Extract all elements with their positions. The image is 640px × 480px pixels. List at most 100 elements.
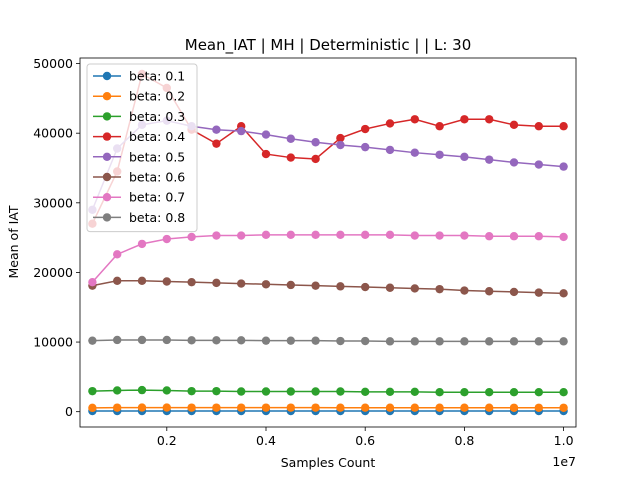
data-point	[460, 231, 469, 240]
data-point	[361, 230, 370, 240]
data-point	[385, 387, 395, 397]
data-point	[212, 278, 221, 288]
data-point	[410, 148, 419, 157]
legend-marker	[102, 132, 112, 141]
data-point	[261, 403, 271, 412]
data-point	[410, 284, 419, 293]
x-tick-label: 0.4	[256, 433, 276, 448]
data-point	[261, 130, 271, 139]
data-point	[237, 387, 246, 396]
data-point	[187, 277, 196, 287]
legend-marker	[102, 152, 112, 161]
data-point	[385, 337, 395, 346]
legend-label: beta: 0.5	[129, 149, 185, 164]
y-tick-label: 0	[65, 404, 73, 419]
legend-marker	[102, 92, 112, 101]
data-point	[311, 387, 320, 396]
y-tick-label: 50000	[33, 56, 73, 71]
series-8	[88, 335, 568, 346]
data-point	[286, 336, 295, 345]
data-point	[212, 139, 221, 148]
data-point	[534, 160, 543, 169]
data-point	[137, 335, 147, 345]
data-point	[485, 387, 494, 397]
data-point	[311, 281, 320, 290]
data-point	[435, 403, 444, 412]
data-point	[361, 403, 370, 412]
data-point	[286, 153, 295, 162]
data-point	[435, 150, 444, 159]
data-point	[559, 162, 568, 171]
data-point	[237, 126, 246, 136]
data-point	[559, 122, 568, 131]
data-point	[113, 276, 122, 285]
data-point	[88, 277, 97, 287]
chart-title: Mean_IAT | MH | Deterministic | | L: 30	[185, 36, 472, 55]
data-point	[336, 230, 345, 240]
legend-entry: beta: 0.5	[93, 149, 185, 164]
data-point	[509, 403, 519, 412]
data-point	[336, 387, 345, 396]
data-point	[410, 115, 419, 124]
data-point	[559, 289, 568, 298]
legend-marker	[102, 172, 112, 182]
data-point	[336, 140, 345, 150]
data-point	[509, 387, 519, 397]
data-point	[212, 386, 221, 396]
x-axis-label: Samples Count	[281, 455, 376, 470]
data-point	[113, 335, 122, 345]
data-point	[237, 403, 246, 412]
data-point	[485, 115, 494, 124]
y-tick-label: 30000	[33, 195, 73, 210]
data-point	[311, 154, 320, 164]
data-point	[336, 403, 345, 412]
data-point	[162, 386, 171, 395]
legend-marker	[102, 112, 112, 121]
y-tick-label: 10000	[33, 335, 73, 350]
data-point	[559, 232, 568, 242]
data-point	[460, 337, 469, 346]
x-tick-label: 1.0	[554, 433, 574, 448]
data-point	[113, 386, 122, 395]
data-point	[534, 387, 543, 397]
data-point	[261, 149, 271, 159]
data-point	[336, 282, 345, 291]
series-3	[88, 385, 568, 397]
legend-label: beta: 0.2	[129, 89, 185, 104]
data-point	[509, 120, 519, 130]
data-point	[385, 145, 395, 155]
data-point	[559, 337, 568, 346]
legend-entry: beta: 0.3	[93, 109, 185, 124]
data-point	[509, 287, 519, 297]
x-tick-label: 0.8	[454, 433, 474, 448]
legend-label: beta: 0.4	[129, 129, 185, 144]
legend: beta: 0.1 beta: 0.2 beta: 0.3 beta: 0.4 beta…	[86, 63, 198, 233]
axes-layer: 0.2 0.4 0.6 0.8 1.0 0 10000 20000 30000 40000 5000…	[33, 56, 577, 448]
legend-entry: beta: 0.4	[93, 129, 185, 144]
data-point	[460, 115, 469, 124]
data-point	[137, 385, 147, 395]
data-point	[336, 336, 345, 346]
data-point	[162, 234, 171, 244]
data-point	[286, 230, 295, 240]
data-point	[385, 119, 395, 128]
data-point	[435, 122, 444, 131]
data-point	[435, 231, 444, 240]
data-point	[534, 232, 543, 241]
data-point	[534, 337, 543, 346]
data-point	[286, 134, 295, 143]
data-point	[485, 403, 494, 412]
data-point	[88, 336, 97, 345]
y-axis-label: Mean of IAT	[6, 205, 21, 278]
data-point	[311, 336, 320, 345]
legend-label: beta: 0.3	[129, 109, 185, 124]
legend-entry: beta: 0.7	[93, 190, 185, 205]
data-point	[509, 158, 519, 167]
data-point	[485, 155, 494, 164]
data-point	[137, 276, 147, 285]
data-point	[286, 280, 295, 290]
x-tick-label: 0.2	[157, 433, 177, 448]
data-point	[212, 125, 221, 134]
data-point	[460, 387, 469, 397]
data-point	[485, 287, 494, 296]
